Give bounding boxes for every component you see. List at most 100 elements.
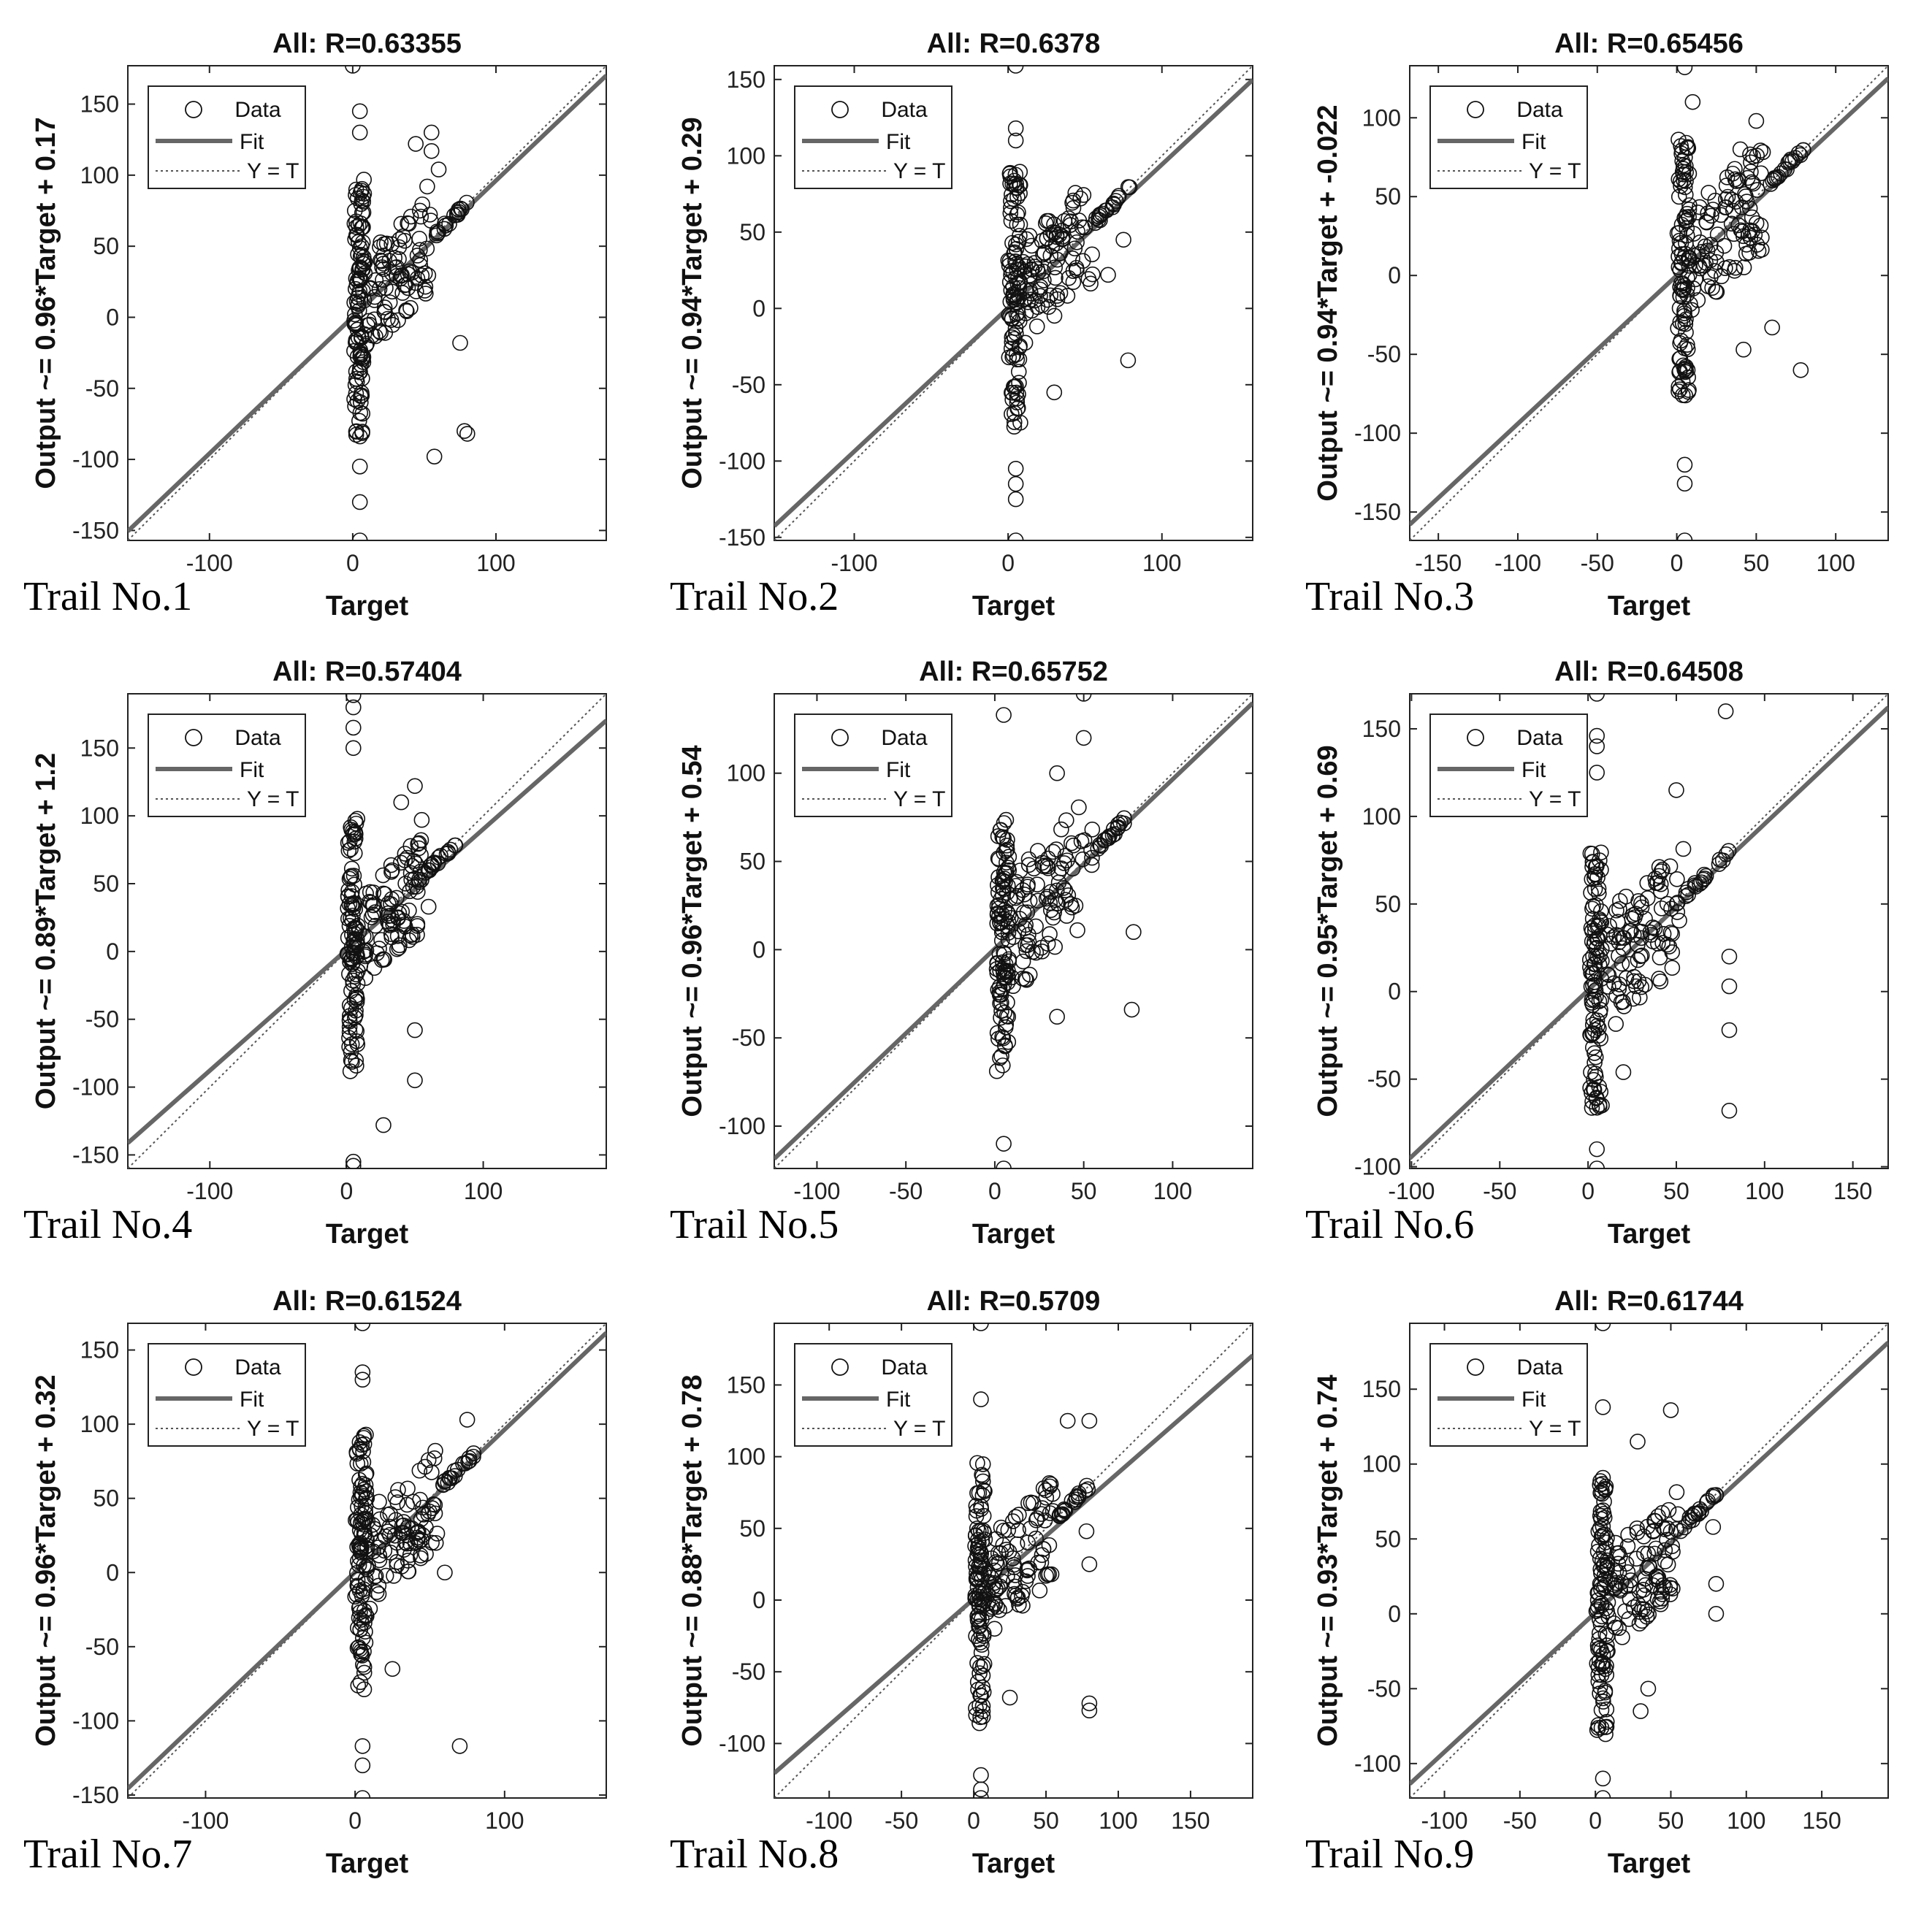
x-tick-label: -50 (1581, 550, 1614, 576)
data-point (1679, 139, 1695, 156)
data-point (991, 852, 1007, 868)
data-point (1592, 1005, 1608, 1021)
data-point (1007, 1585, 1023, 1602)
y-tick-label: -50 (1367, 341, 1401, 367)
data-point (375, 261, 392, 278)
data-point (1642, 924, 1659, 941)
legend-marker-icon (1467, 1358, 1484, 1376)
plot-title: All: R=0.61744 (1554, 1286, 1744, 1317)
data-point (1047, 269, 1064, 286)
data-point (1010, 364, 1027, 380)
data-point (1059, 288, 1076, 304)
data-point (1671, 188, 1687, 205)
data-point (362, 1600, 378, 1617)
data-point (1675, 841, 1692, 857)
data-point (1703, 269, 1719, 286)
data-point (1037, 857, 1053, 873)
data-point (1681, 382, 1697, 398)
data-point (1011, 1596, 1027, 1613)
data-point (376, 236, 392, 253)
data-point (405, 1493, 421, 1510)
data-point (349, 393, 366, 409)
data-point (353, 1646, 370, 1663)
trial-label-7: Trail No.7 (23, 1832, 193, 1877)
x-axis-label: Target (1608, 1219, 1691, 1250)
data-point (1741, 200, 1758, 217)
data-point (1005, 1550, 1021, 1566)
data-point (1067, 185, 1084, 201)
data-point (1041, 1537, 1058, 1553)
data-point (1006, 1556, 1023, 1573)
data-point (1592, 1098, 1608, 1114)
data-point (354, 1475, 371, 1492)
data-point (1606, 1580, 1622, 1597)
data-point (971, 1715, 988, 1732)
data-point (1705, 202, 1721, 218)
data-point (1672, 381, 1688, 397)
data-point (991, 1578, 1008, 1594)
data-point (1018, 231, 1035, 248)
data-point (371, 1493, 387, 1510)
data-point (1708, 253, 1725, 270)
data-point (1720, 843, 1737, 860)
data-point (351, 1434, 368, 1450)
data-point (351, 302, 367, 318)
plot-area (128, 1323, 606, 1798)
data-point (402, 299, 419, 316)
data-point (1596, 1493, 1612, 1510)
data-point (1622, 956, 1638, 972)
legend-fit-label: Fit (1521, 130, 1546, 154)
data-point (1589, 1543, 1606, 1560)
data-point (1048, 882, 1065, 899)
data-point (356, 254, 373, 270)
data-point (988, 1554, 1004, 1570)
data-point (442, 841, 459, 858)
data-point (1708, 1605, 1725, 1622)
x-tick-label: 0 (346, 550, 359, 576)
data-point (1599, 926, 1616, 943)
data-point (405, 879, 421, 895)
data-point (1081, 1695, 1098, 1712)
data-point (1005, 289, 1022, 305)
x-axis-label: Target (972, 1848, 1055, 1879)
data-point (1598, 1667, 1615, 1683)
data-point (373, 234, 389, 250)
data-point (372, 1532, 389, 1549)
data-point (390, 312, 406, 329)
y-tick-label: 0 (106, 304, 119, 330)
data-point (1075, 694, 1092, 702)
data-point (1112, 814, 1129, 831)
data-point (452, 334, 468, 351)
data-point (1698, 868, 1714, 884)
data-point (351, 103, 368, 120)
data-point (1587, 859, 1604, 875)
data-point (375, 867, 392, 884)
data-point (348, 1052, 364, 1068)
data-point (1721, 1103, 1738, 1119)
data-point (972, 1659, 988, 1675)
y-tick-label: -50 (85, 375, 119, 402)
data-point (408, 855, 424, 872)
y-tick-label: -100 (72, 446, 119, 473)
data-point (409, 270, 426, 287)
data-point (1076, 832, 1093, 849)
x-tick-label: -100 (182, 1807, 229, 1834)
data-point (1662, 925, 1679, 941)
data-point (1000, 860, 1016, 876)
data-point (1011, 375, 1027, 391)
data-point (997, 956, 1014, 973)
data-point (362, 895, 379, 911)
data-point (354, 1364, 371, 1380)
data-point (1668, 1484, 1685, 1500)
data-point (1035, 1480, 1052, 1496)
data-point (972, 1709, 988, 1726)
legend-fit-label: Fit (240, 1388, 264, 1412)
x-tick-label: 150 (1171, 1807, 1210, 1834)
data-point (971, 1588, 988, 1605)
y-axis-label: Output ~= 0.94*Target + -0.022 (1313, 104, 1343, 501)
y-tick-label: 50 (93, 1485, 119, 1512)
data-point (1673, 138, 1689, 154)
data-point (355, 1656, 371, 1673)
data-point (1705, 1519, 1722, 1535)
data-point (1593, 1529, 1610, 1545)
